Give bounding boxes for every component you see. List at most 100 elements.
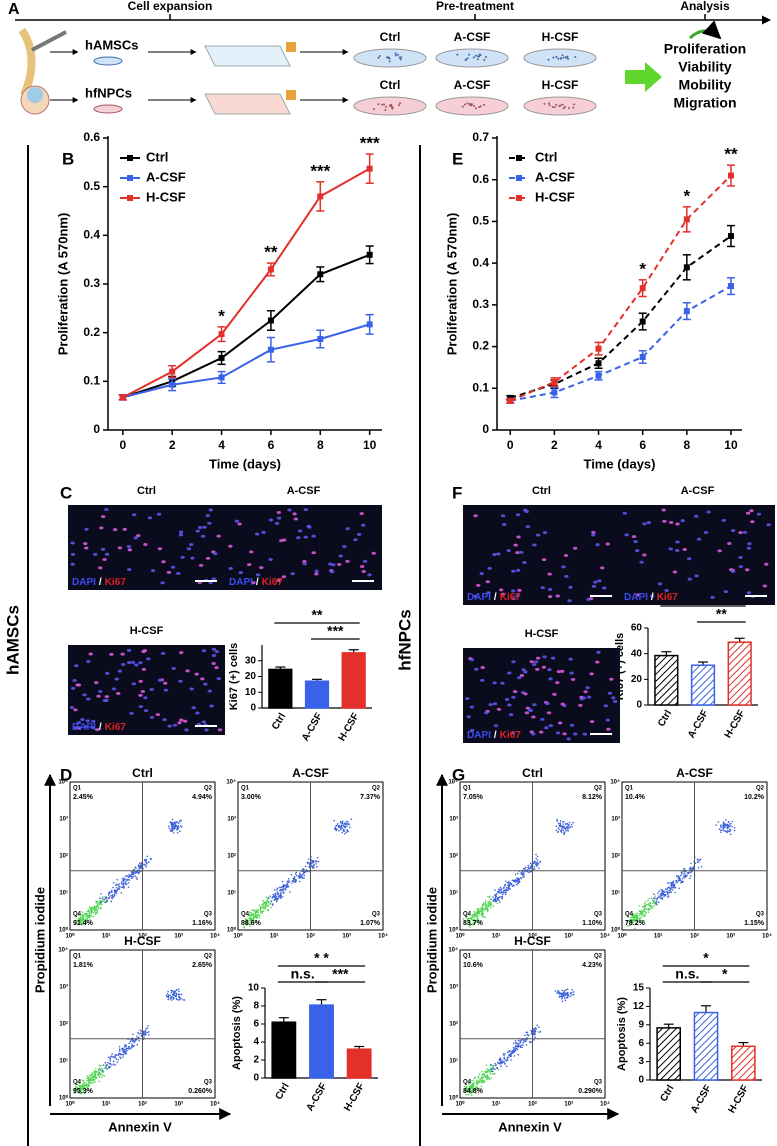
event-dot [699, 858, 702, 861]
nucleus [634, 549, 640, 553]
event-dot [179, 830, 181, 833]
event-dot [472, 923, 475, 926]
event-dot [564, 823, 567, 825]
event-dot [496, 1067, 498, 1070]
nucleus [563, 553, 569, 557]
flow-x-tick: 10³ [726, 933, 735, 940]
event-dot [274, 894, 277, 897]
event-dot [109, 1057, 111, 1060]
event-dot [115, 883, 118, 886]
nucleus [557, 721, 563, 725]
event-dot [85, 1083, 88, 1086]
event-dot [662, 892, 665, 895]
nucleus [338, 554, 344, 558]
nucleus [178, 533, 184, 537]
flow-x-label: Annexin V [498, 1119, 562, 1134]
nucleus [547, 587, 553, 591]
event-dot [648, 897, 650, 900]
event-dot [86, 910, 88, 913]
event-dot [144, 1030, 147, 1032]
nucleus [710, 595, 715, 599]
quadrant-name: Q4 [625, 912, 634, 918]
event-dot [466, 1090, 469, 1092]
event-dot [638, 914, 641, 916]
event-dot [177, 988, 180, 990]
event-dot [126, 1047, 128, 1050]
x-axis-label: Time (days) [209, 456, 281, 471]
nucleus [511, 569, 516, 573]
nucleus [261, 530, 266, 534]
event-dot [478, 909, 480, 911]
nucleus [345, 559, 350, 563]
event-dot [535, 864, 538, 866]
event-dot [671, 882, 673, 884]
nucleus [552, 692, 557, 696]
nucleus [127, 568, 132, 572]
event-dot [567, 830, 569, 832]
legend-marker [127, 195, 133, 201]
data-point [366, 165, 373, 172]
nucleus [607, 691, 613, 695]
event-dot [572, 993, 575, 996]
event-dot [561, 992, 564, 995]
nucleus [668, 520, 674, 524]
event-dot [655, 898, 658, 901]
event-dot [670, 884, 673, 887]
event-dot [476, 918, 479, 921]
quadrant-name: Q4 [73, 1080, 82, 1086]
event-dot [469, 1081, 471, 1084]
event-dot [343, 832, 346, 835]
event-dot [107, 897, 110, 900]
legend-marker [516, 175, 522, 181]
event-dot [287, 881, 290, 884]
event-dot [120, 881, 123, 883]
event-dot [284, 884, 287, 887]
nucleus [297, 529, 303, 533]
event-dot [653, 905, 655, 907]
flow-x-tick: 10⁰ [617, 933, 627, 940]
nucleus [140, 690, 146, 694]
event-dot [515, 1048, 517, 1050]
nucleus [190, 556, 195, 560]
event-dot [102, 898, 104, 900]
event-dot [146, 1031, 149, 1034]
dish-cell [456, 53, 459, 56]
event-dot [536, 855, 539, 858]
data-point [317, 335, 324, 342]
event-dot [75, 1087, 77, 1089]
event-dot [494, 898, 497, 900]
y-tick-label: 6 [638, 1038, 644, 1049]
nucleus [217, 728, 223, 732]
event-dot [80, 1085, 83, 1088]
event-dot [474, 1087, 476, 1089]
significance: *** [360, 134, 380, 153]
event-dot [482, 913, 485, 915]
event-dot [97, 1071, 99, 1073]
nucleus [745, 511, 751, 515]
event-dot [680, 873, 683, 875]
nucleus [209, 704, 214, 708]
event-dot [510, 1059, 512, 1061]
nucleus [353, 538, 358, 542]
nucleus [180, 555, 185, 559]
event-dot [508, 882, 510, 884]
nucleus [567, 599, 572, 603]
side-label: hAMSCs [3, 605, 22, 675]
nucleus [750, 520, 755, 524]
event-dot [638, 904, 641, 907]
stain-ki67: Ki67 [105, 577, 127, 588]
event-dot [126, 879, 129, 882]
event-dot [513, 1048, 515, 1050]
event-dot [486, 908, 489, 910]
nucleus [290, 572, 295, 576]
event-dot [117, 884, 119, 886]
flow-x-tick: 10¹ [492, 1101, 501, 1108]
event-dot [243, 926, 245, 928]
event-dot [481, 915, 484, 917]
event-dot [115, 892, 118, 895]
nucleus [496, 552, 501, 556]
nucleus [550, 656, 556, 660]
nucleus [228, 544, 233, 548]
nucleus [96, 694, 101, 698]
event-dot [347, 830, 349, 833]
